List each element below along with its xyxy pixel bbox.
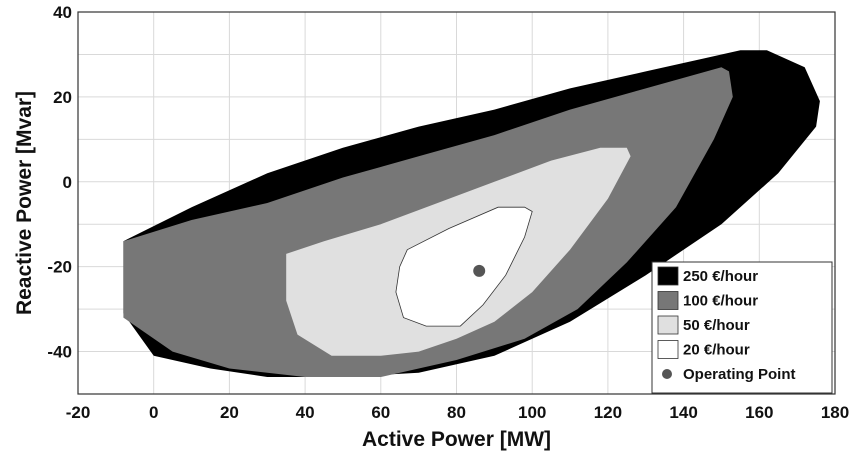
x-tick-label: 140 <box>669 403 697 422</box>
legend-box <box>651 261 833 394</box>
y-tick-label: -20 <box>47 258 72 277</box>
x-axis-title: Active Power [MW] <box>362 428 551 451</box>
x-tick-label: 180 <box>821 403 849 422</box>
y-tick-label: 0 <box>63 173 72 192</box>
legend-label: 50 €/hour <box>683 317 750 334</box>
legend-label: Operating Point <box>683 366 796 383</box>
cost-regions <box>123 50 820 377</box>
operating-point-layer <box>473 264 486 277</box>
x-tick-label: 160 <box>745 403 773 422</box>
x-tick-label: 0 <box>149 403 158 422</box>
x-tick-label: 20 <box>220 403 239 422</box>
x-tick-label: 40 <box>296 403 315 422</box>
x-tick-label: 120 <box>594 403 622 422</box>
x-tick-label: -20 <box>66 403 91 422</box>
x-tick-label: 100 <box>518 403 546 422</box>
legend-label: 20 €/hour <box>683 342 750 359</box>
legend-swatch <box>657 315 679 335</box>
legend-label: 250 €/hour <box>683 268 758 285</box>
x-tick-label: 80 <box>447 403 466 422</box>
y-tick-label: -40 <box>47 343 72 362</box>
legend: 250 €/hour 100 €/hour 50 €/hour 20 €/hour Op… <box>651 261 833 394</box>
y-axis-title: Reactive Power [Mvar] <box>13 91 36 315</box>
y-tick-label: 20 <box>53 88 72 107</box>
legend-swatch <box>657 266 679 286</box>
plot-frame <box>77 11 836 395</box>
y-tick-labels: -40 -20 0 20 40 <box>47 3 72 362</box>
legend-swatch <box>657 340 679 359</box>
region-20-eur-hour <box>395 206 533 327</box>
legend-swatch <box>657 291 679 310</box>
legend-swatch-operating-point <box>662 369 672 379</box>
operating-point-marker <box>473 264 486 277</box>
y-tick-label: 40 <box>53 3 72 22</box>
legend-label: 100 €/hour <box>683 293 758 310</box>
x-tick-label: 60 <box>371 403 390 422</box>
x-tick-labels: -20 0 20 40 60 80 100 120 140 160 180 <box>66 403 849 422</box>
